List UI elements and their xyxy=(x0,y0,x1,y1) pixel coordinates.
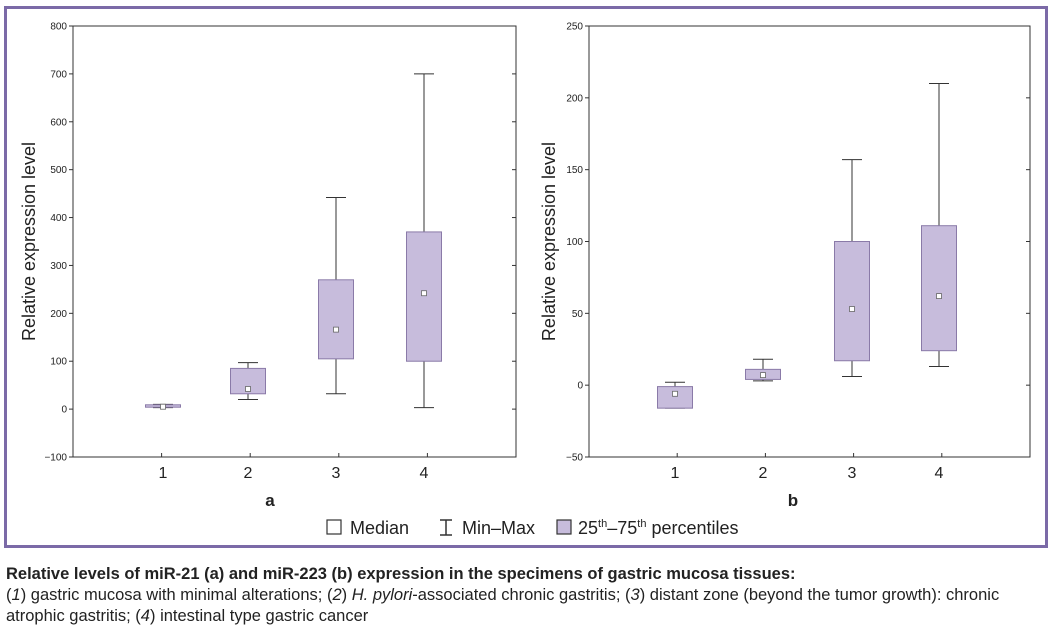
y-tick-label: 500 xyxy=(50,165,67,176)
y-tick-label: 800 xyxy=(50,22,67,33)
median-marker xyxy=(421,290,427,297)
median-marker xyxy=(760,372,766,379)
y-tick-label: 250 xyxy=(566,22,583,33)
y-axis-label: Relative expression level xyxy=(19,142,39,341)
caption-n3: 3 xyxy=(630,586,640,604)
legend: Median Min–Max 25th–75th percentiles xyxy=(326,518,739,538)
y-tick-label: 200 xyxy=(50,309,67,320)
caption-item-4: ) intestinal type gastric cancer xyxy=(149,607,369,625)
median-marker xyxy=(936,293,942,299)
y-tick-label: 300 xyxy=(50,261,67,272)
caption-n1: 1 xyxy=(11,586,21,604)
median-marker xyxy=(672,390,678,397)
box-2 xyxy=(230,362,266,401)
caption-title: Relative levels of miR-21 (a) and miR-22… xyxy=(6,565,796,583)
y-tick-label: 400 xyxy=(50,213,67,224)
caption-n4: 4 xyxy=(140,607,150,625)
median-marker xyxy=(333,326,339,333)
y-tick-label: −100 xyxy=(44,453,67,464)
legend-pct-b: –75 xyxy=(607,518,637,538)
plot-area xyxy=(588,25,1031,458)
figure-caption: Relative levels of miR-21 (a) and miR-22… xyxy=(6,564,1051,627)
x-category-label: 1 xyxy=(159,465,168,482)
iqr-box xyxy=(406,231,442,362)
legend-median-swatch xyxy=(326,519,342,535)
legend-pct-sup-a: th xyxy=(598,518,607,530)
caption-item-1: gastric mucosa with minimal alterations;… xyxy=(26,586,333,604)
legend-minmax-symbol xyxy=(440,519,452,536)
x-category-label: 4 xyxy=(420,465,429,482)
y-tick-label: 600 xyxy=(50,117,67,128)
box-3 xyxy=(834,159,870,378)
iqr-box xyxy=(657,386,693,409)
iqr-box xyxy=(318,279,354,360)
median-marker xyxy=(245,386,251,392)
x-category-label: 2 xyxy=(244,465,253,482)
median-marker xyxy=(160,403,166,410)
legend-minmax-label: Min–Max xyxy=(462,518,535,538)
median-marker xyxy=(849,306,855,312)
caption-hpylori: H. pylori xyxy=(351,586,413,604)
y-axis-label: Relative expression level xyxy=(539,142,559,341)
panel-label: a xyxy=(265,491,275,510)
figure-frame xyxy=(4,6,1048,548)
box-1 xyxy=(145,403,181,410)
box-1 xyxy=(657,381,693,409)
x-category-label: 4 xyxy=(935,465,944,482)
iqr-box xyxy=(921,225,957,352)
caption-item-2b: -associated chronic gastritis; ( xyxy=(412,586,631,604)
caption-n2: 2 xyxy=(332,586,342,604)
caption-item-3: ) distant zone (beyond the tumor growth)… xyxy=(6,586,1000,625)
x-category-label: 3 xyxy=(848,465,857,482)
x-category-label: 2 xyxy=(759,465,768,482)
x-category-label: 1 xyxy=(671,465,680,482)
panel-label: b xyxy=(788,491,798,510)
box-3 xyxy=(318,196,354,395)
legend-pct-c: percentiles xyxy=(646,518,738,538)
y-tick-label: 150 xyxy=(566,165,583,176)
box-2 xyxy=(745,358,781,382)
legend-percentile-label: 25th–75th percentiles xyxy=(578,518,739,538)
y-tick-label: 0 xyxy=(577,381,583,392)
caption-body: (1) gastric mucosa with minimal alterati… xyxy=(6,586,1000,625)
y-tick-label: 200 xyxy=(566,93,583,104)
x-category-label: 3 xyxy=(332,465,341,482)
y-tick-label: 700 xyxy=(50,69,67,80)
panel-a: −100 0 100 200 300 400 500 600 700 800 Relative ex… xyxy=(19,22,517,510)
box-4 xyxy=(406,73,442,409)
caption-item-2a: ) xyxy=(341,586,352,604)
legend-pct-sup-b: th xyxy=(637,518,646,530)
y-tick-label: 100 xyxy=(50,357,67,368)
y-tick-label: 0 xyxy=(61,405,67,416)
box-4 xyxy=(921,82,957,367)
y-tick-label: 50 xyxy=(572,309,584,320)
y-tick-label: −50 xyxy=(566,453,583,464)
y-tick-label: 100 xyxy=(566,237,583,248)
plot-area xyxy=(72,25,517,458)
legend-percentile-swatch xyxy=(556,519,572,535)
iqr-box xyxy=(834,241,870,362)
legend-median-label: Median xyxy=(350,518,409,538)
panel-b: −50 0 50 100 150 200 250 Relative expression le… xyxy=(539,22,1031,510)
legend-pct-a: 25 xyxy=(578,518,598,538)
